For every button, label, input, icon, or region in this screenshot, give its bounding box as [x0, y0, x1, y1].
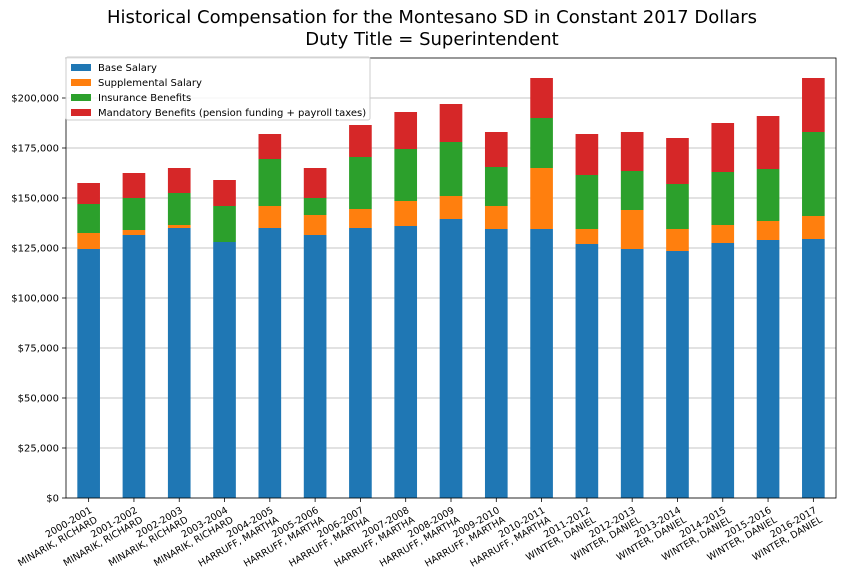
bar-segment: [620, 171, 644, 210]
chart-title: Historical Compensation for the Montesan…: [106, 7, 758, 28]
bar-segment: [530, 118, 553, 168]
bar-segment: [802, 216, 825, 239]
bar-segment: [530, 229, 553, 498]
legend-swatch: [71, 64, 91, 71]
bar-segment: [213, 242, 236, 498]
legend-label: Base Salary: [98, 63, 157, 74]
bar-segment: [439, 219, 463, 498]
bar-segment: [575, 175, 599, 229]
bar-segment: [303, 198, 327, 215]
bar-segment: [122, 235, 146, 498]
y-tick-label: $25,000: [18, 444, 59, 455]
bar-segment: [756, 221, 780, 240]
bar-segment: [802, 239, 825, 498]
bar-segment: [439, 196, 463, 219]
bar-segment: [394, 112, 418, 149]
y-tick-label: $50,000: [18, 394, 59, 405]
bar-segment: [167, 225, 191, 228]
bar-segment: [620, 132, 644, 171]
bar-segment: [756, 116, 780, 169]
bar-segment: [258, 159, 282, 206]
bar-segment: [77, 249, 100, 498]
bar-segment: [349, 228, 372, 498]
legend-label: Supplemental Salary: [98, 78, 202, 89]
bar-segment: [620, 249, 644, 498]
legend-swatch: [71, 94, 91, 101]
y-tick-label: $75,000: [18, 344, 59, 355]
bar-segment: [77, 183, 100, 204]
x-tick-label: 2000-2001MINARIK, RICHARD: [11, 505, 100, 569]
bar-segment: [122, 198, 146, 230]
legend-swatch: [71, 109, 91, 116]
axes-frame: [65, 57, 837, 499]
bar-segment: [122, 173, 146, 198]
bar-segment: [167, 168, 191, 193]
bar-segment: [666, 229, 689, 251]
bar-segment: [439, 104, 463, 142]
bar-segment: [394, 201, 418, 226]
bar-segment: [303, 235, 327, 498]
bar-segment: [802, 78, 825, 132]
legend-box: [65, 56, 371, 121]
bar-segment: [77, 204, 100, 233]
bar-segment: [711, 243, 735, 498]
bar-segment: [802, 132, 825, 216]
legend-label: Mandatory Benefits (pension funding + pa…: [98, 108, 366, 119]
bar-segment: [213, 180, 236, 206]
bar-segment: [349, 209, 372, 228]
bar-segment: [711, 172, 735, 225]
y-tick-label: $0: [46, 494, 59, 505]
y-tick-label: $175,000: [11, 144, 59, 155]
bar-segment: [349, 125, 372, 157]
bar-segment: [756, 169, 780, 221]
y-tick-label: $100,000: [11, 294, 59, 305]
bar-segment: [575, 134, 599, 175]
bar-segment: [258, 206, 282, 228]
bar-segment: [666, 251, 689, 498]
y-tick-label: $200,000: [11, 94, 59, 105]
legend-swatch: [71, 79, 91, 86]
legend-label: Insurance Benefits: [98, 93, 191, 104]
bar-segment: [575, 244, 599, 498]
bar-segment: [530, 78, 553, 118]
bar-segment: [575, 229, 599, 244]
y-tick-label: $150,000: [11, 194, 59, 205]
bar-segment: [349, 157, 372, 209]
bar-segment: [258, 228, 282, 498]
bar-segment: [303, 168, 327, 198]
bar-segment: [666, 184, 689, 229]
bar-segment: [530, 168, 553, 229]
bar-segment: [711, 123, 735, 172]
bar-segment: [666, 138, 689, 184]
bar-segment: [484, 167, 508, 206]
bar-segment: [484, 132, 508, 167]
bar-segment: [394, 226, 418, 498]
bar-segment: [122, 230, 146, 235]
bar-segment: [213, 206, 236, 242]
bar-segment: [167, 228, 191, 498]
y-tick-label: $125,000: [11, 244, 59, 255]
bar-segment: [484, 229, 508, 498]
bar-segment: [439, 142, 463, 196]
bar-segment: [484, 206, 508, 229]
bar-segment: [620, 210, 644, 249]
bar-segment: [167, 193, 191, 225]
bar-segment: [394, 149, 418, 201]
bar-segment: [711, 225, 735, 243]
chart-subtitle: Duty Title = Superintendent: [305, 29, 559, 50]
bar-segment: [258, 134, 282, 159]
bar-segment: [77, 233, 100, 249]
bar-segment: [756, 240, 780, 498]
bar-segment: [303, 215, 327, 235]
